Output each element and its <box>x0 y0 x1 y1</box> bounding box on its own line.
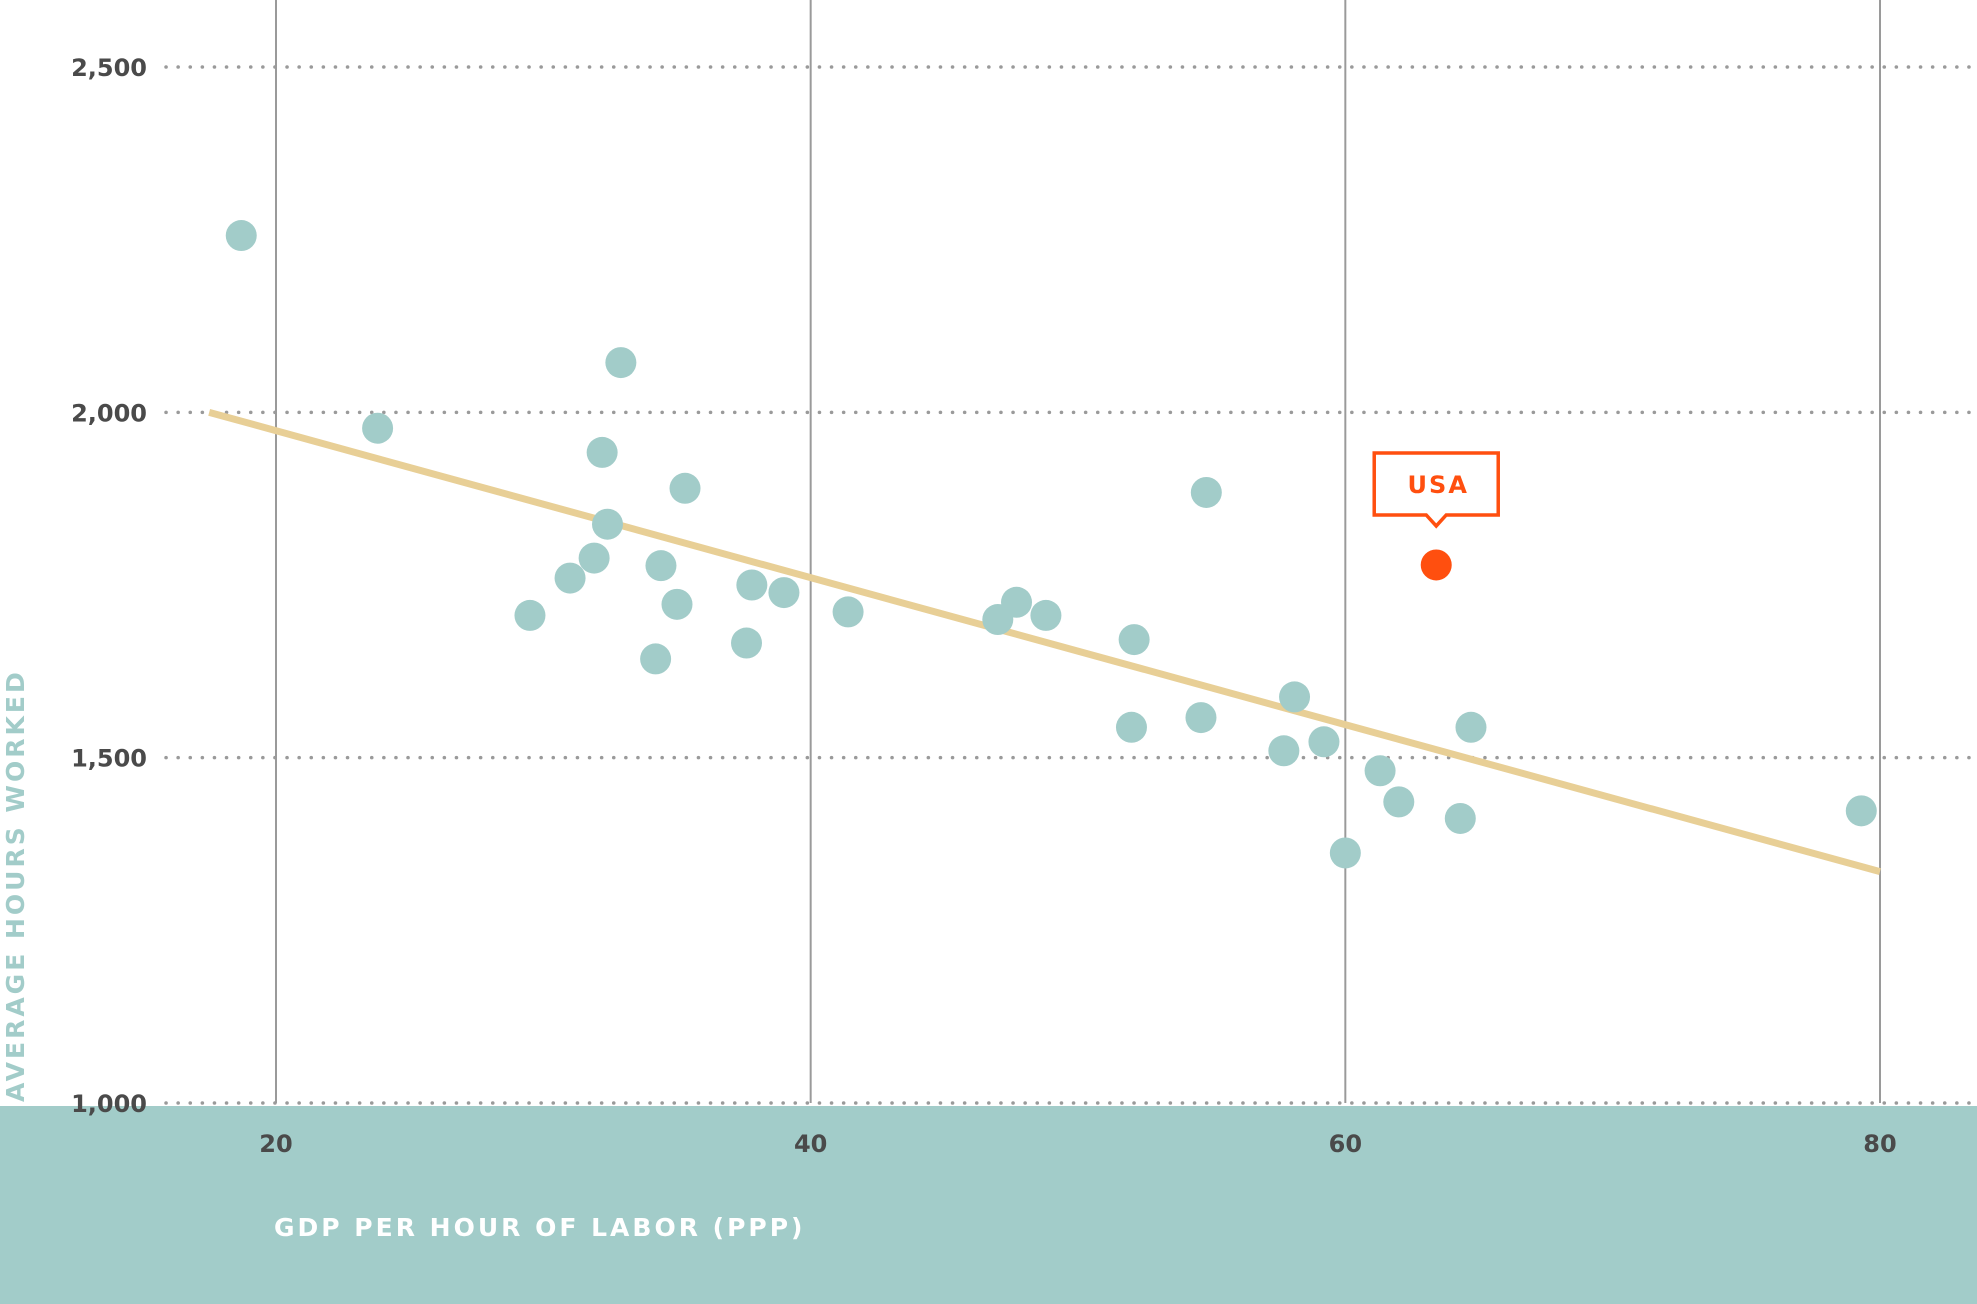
callout-label: USA <box>1408 471 1469 499</box>
data-point <box>1444 802 1476 834</box>
data-point <box>362 412 394 444</box>
callout-box <box>1372 451 1500 529</box>
y-gridlines <box>164 65 1977 1105</box>
data-point <box>669 472 701 504</box>
x-tick-label: 20 <box>259 1130 292 1158</box>
y-tick-label: 2,500 <box>71 54 147 82</box>
data-point <box>1030 599 1062 631</box>
data-point <box>1329 837 1361 869</box>
data-point <box>661 588 693 620</box>
x-axis-band <box>0 1106 1977 1304</box>
data-point <box>1383 786 1415 818</box>
data-point <box>736 569 768 601</box>
trend-line <box>208 408 1881 876</box>
data-point <box>578 542 610 574</box>
data-point <box>591 508 623 540</box>
data-point <box>1185 702 1217 734</box>
x-tick-label: 60 <box>1329 1130 1362 1158</box>
x-gridlines <box>275 0 1881 1103</box>
data-point <box>1190 476 1222 508</box>
data-point <box>1118 624 1150 656</box>
data-point <box>1845 795 1877 827</box>
data-point <box>1364 755 1396 787</box>
data-point <box>605 347 637 379</box>
y-axis-label: AVERAGE HOURS WORKED <box>1 669 30 1102</box>
y-tick-labels: 1,000 1,500 2,000 2,500 <box>71 54 147 1118</box>
data-point <box>768 577 800 609</box>
data-point <box>586 436 618 468</box>
usa-callout: USA <box>1372 451 1500 529</box>
data-point <box>1115 711 1147 743</box>
x-tick-label: 80 <box>1863 1130 1896 1158</box>
data-point <box>731 627 763 659</box>
x-tick-label: 40 <box>794 1130 827 1158</box>
x-axis-label: GDP PER HOUR OF LABOR (PPP) <box>274 1213 805 1242</box>
y-tick-label: 2,000 <box>71 399 147 427</box>
data-point <box>1001 586 1033 618</box>
y-tick-label: 1,500 <box>71 745 147 773</box>
data-point <box>1455 711 1487 743</box>
data-point <box>645 550 677 582</box>
y-tick-label: 1,000 <box>71 1090 147 1118</box>
data-point <box>225 220 257 252</box>
usa-point <box>1420 549 1452 581</box>
x-tick-labels: 20 40 60 80 <box>259 1130 1896 1158</box>
data-point <box>1268 735 1300 767</box>
data-point <box>554 562 586 594</box>
data-point <box>640 643 672 675</box>
data-points <box>225 220 1877 869</box>
data-point <box>1308 726 1340 758</box>
data-point <box>832 596 864 628</box>
data-point <box>1279 681 1311 713</box>
data-point <box>514 599 546 631</box>
